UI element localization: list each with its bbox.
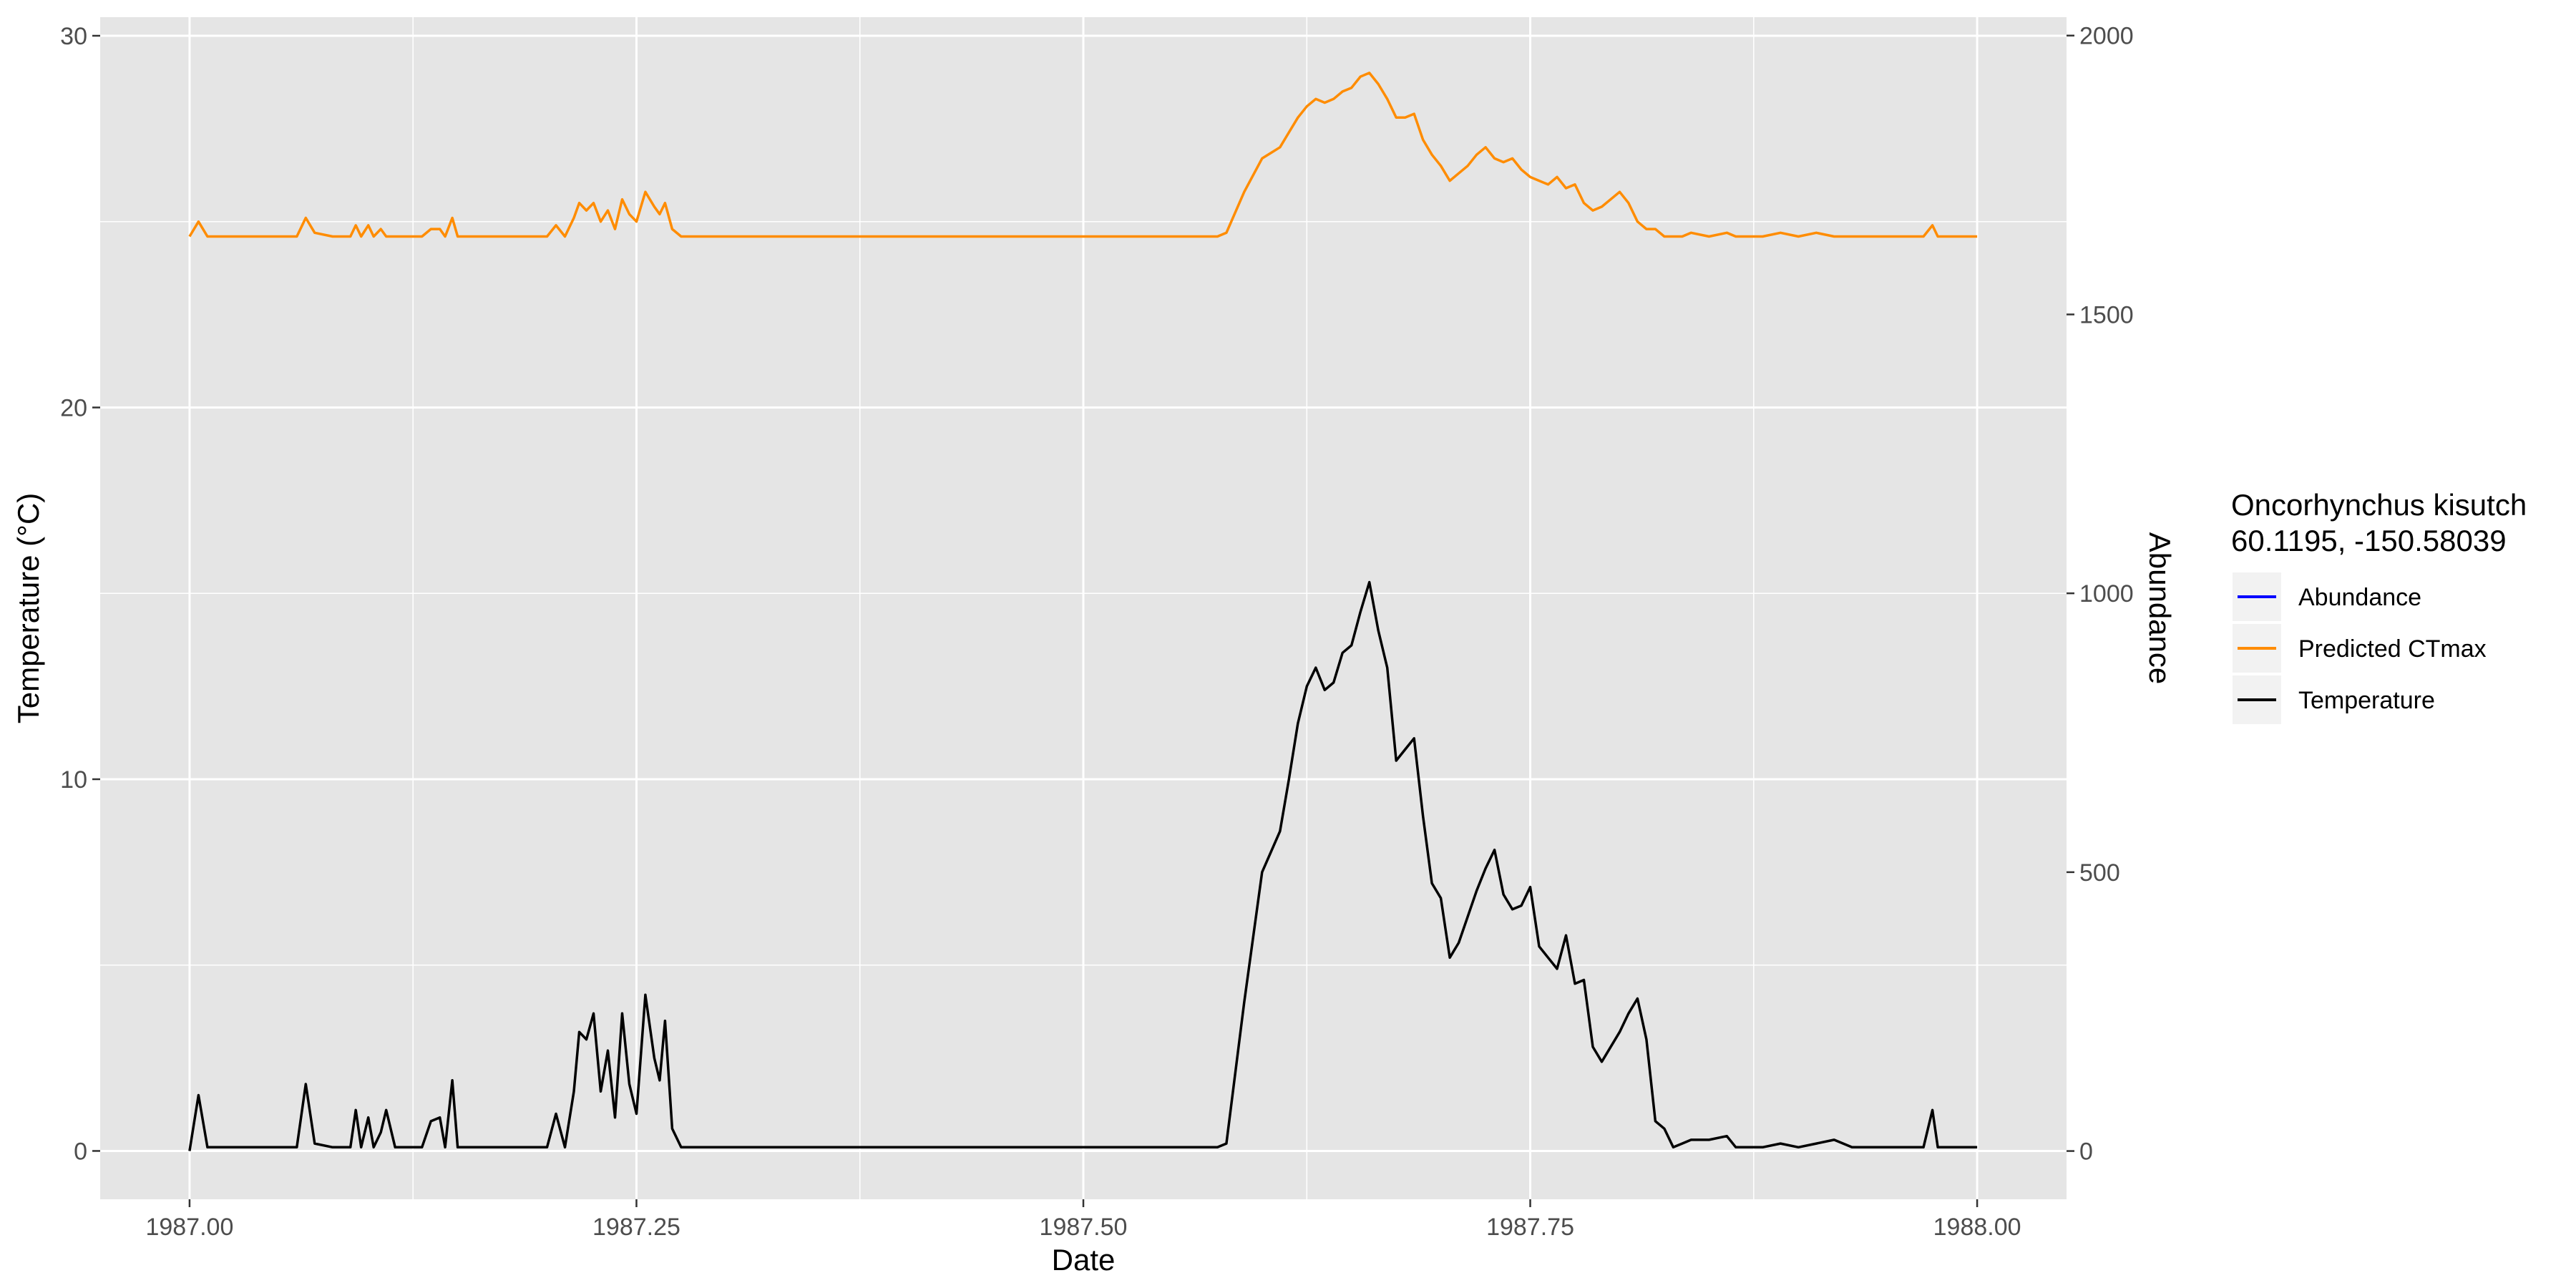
legend-label-abundance: Abundance [2298,584,2421,611]
y-axis-right: 0 500 1000 1500 2000 [2067,23,2134,1166]
x-tick-label: 1987.50 [1040,1214,1128,1241]
y-right-tick-label: 2000 [2079,23,2134,50]
legend-label-temperature: Temperature [2298,687,2435,714]
x-tick-label: 1987.25 [592,1214,680,1241]
y-right-tick-label: 1500 [2079,301,2134,328]
x-axis: 1987.00 1987.25 1987.50 1987.75 1988.00 [145,1199,2021,1241]
legend-items: Abundance Predicted CTmax Temperature [2233,572,2487,724]
y-axis-left: 0 10 20 30 [60,23,100,1165]
y-axis-right-title: Abundance [2143,532,2177,685]
y-tick-label: 0 [74,1138,87,1165]
series-line-predicted-ctmax [188,72,1978,238]
legend-title-line-1: Oncorhynchus kisutch [2231,488,2527,522]
y-tick-label: 30 [60,23,87,50]
x-tick-label: 1987.00 [145,1214,233,1241]
legend: Oncorhynchus kisutch 60.1195, -150.58039… [2231,488,2527,724]
y-tick-label: 20 [60,394,87,421]
y-axis-title: Temperature (°C) [11,493,45,724]
x-tick-label: 1988.00 [1933,1214,2021,1241]
x-tick-label: 1987.75 [1486,1214,1574,1241]
legend-label-predicted-ctmax: Predicted CTmax [2298,635,2487,663]
grid-major [100,17,2067,1199]
series-line-temperature [188,580,1978,1151]
y-right-tick-label: 1000 [2079,580,2134,608]
y-right-tick-label: 500 [2079,859,2120,887]
legend-title-line-2: 60.1195, -150.58039 [2231,524,2507,557]
y-right-tick-label: 0 [2079,1138,2093,1166]
x-axis-title: Date [1052,1243,1116,1277]
y-tick-label: 10 [60,766,87,794]
series-layer [188,72,1978,1151]
